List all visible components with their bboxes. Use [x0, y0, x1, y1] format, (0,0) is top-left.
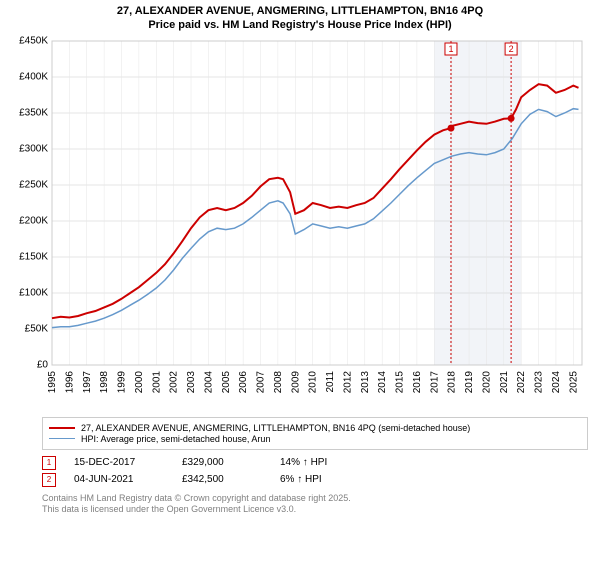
x-tick-label: 2007 — [256, 370, 267, 393]
y-tick-label: £450K — [19, 35, 48, 46]
sale-notes: 1 15-DEC-2017 £329,000 14% ↑ HPI 2 04-JUN-202… — [42, 456, 588, 487]
y-tick-label: £350K — [19, 107, 48, 118]
note-delta: 6% ↑ HPI — [280, 474, 322, 485]
x-tick-label: 1995 — [47, 370, 58, 393]
x-tick-label: 2003 — [186, 370, 197, 393]
chart-title: 27, ALEXANDER AVENUE, ANGMERING, LITTLEH… — [0, 4, 600, 33]
y-tick-label: £400K — [19, 71, 48, 82]
y-tick-label: £50K — [25, 323, 49, 334]
chart-area: £0 £50K £100K £150K £200K £250K £300K £350K £400… — [10, 35, 590, 411]
x-tick-label: 1999 — [117, 370, 128, 393]
x-tick-label: 2013 — [360, 370, 371, 393]
legend: 27, ALEXANDER AVENUE, ANGMERING, LITTLEH… — [42, 417, 588, 450]
x-tick-label: 2025 — [568, 370, 579, 393]
x-tick-label: 2002 — [169, 370, 180, 393]
note-date: 04-JUN-2021 — [74, 474, 164, 485]
footer-line1: Contains HM Land Registry data © Crown c… — [42, 493, 351, 503]
x-tick-label: 2018 — [447, 370, 458, 393]
title-line1: 27, ALEXANDER AVENUE, ANGMERING, LITTLEH… — [117, 5, 483, 17]
note-price: £329,000 — [182, 457, 262, 468]
x-tick-label: 2012 — [342, 370, 353, 393]
x-tick-label: 2015 — [395, 370, 406, 393]
shade-band — [434, 41, 521, 365]
x-tick-label: 1998 — [99, 370, 110, 393]
sale-point — [508, 114, 515, 121]
y-tick-label: £100K — [19, 287, 48, 298]
x-tick-label: 2024 — [551, 370, 562, 393]
chart-svg: £0 £50K £100K £150K £200K £250K £300K £350K £400… — [10, 35, 590, 411]
x-tick-label: 2022 — [516, 370, 527, 393]
x-tick-label: 2023 — [534, 370, 545, 393]
note-date: 15-DEC-2017 — [74, 457, 164, 468]
legend-label: 27, ALEXANDER AVENUE, ANGMERING, LITTLEH… — [81, 423, 470, 433]
legend-row: HPI: Average price, semi-detached house,… — [49, 434, 581, 444]
x-tick-label: 2021 — [499, 370, 510, 393]
x-tick-label: 2010 — [308, 370, 319, 393]
y-tick-label: £0 — [37, 359, 49, 370]
x-tick-label: 2014 — [377, 370, 388, 393]
marker-number: 2 — [509, 43, 514, 53]
note-delta: 14% ↑ HPI — [280, 457, 327, 468]
y-tick-label: £200K — [19, 215, 48, 226]
footer-line2: This data is licensed under the Open Gov… — [42, 504, 296, 514]
sale-point — [447, 124, 454, 131]
x-tick-label: 2000 — [134, 370, 145, 393]
x-tick-label: 2017 — [429, 370, 440, 393]
x-tick-label: 2009 — [290, 370, 301, 393]
legend-swatch — [49, 438, 75, 439]
note-marker: 2 — [42, 473, 56, 487]
x-tick-label: 2019 — [464, 370, 475, 393]
note-price: £342,500 — [182, 474, 262, 485]
x-tick-label: 2001 — [151, 370, 162, 393]
note-row: 2 04-JUN-2021 £342,500 6% ↑ HPI — [42, 473, 588, 487]
x-tick-label: 2004 — [203, 370, 214, 393]
marker-number: 1 — [448, 43, 453, 53]
note-marker: 1 — [42, 456, 56, 470]
x-tick-label: 2005 — [221, 370, 232, 393]
footer-attribution: Contains HM Land Registry data © Crown c… — [42, 493, 588, 516]
x-tick-label: 2011 — [325, 370, 336, 392]
note-row: 1 15-DEC-2017 £329,000 14% ↑ HPI — [42, 456, 588, 470]
y-tick-label: £300K — [19, 143, 48, 154]
x-tick-label: 2006 — [238, 370, 249, 393]
legend-swatch — [49, 427, 75, 429]
x-tick-label: 1996 — [64, 370, 75, 393]
title-line2: Price paid vs. HM Land Registry's House … — [148, 19, 451, 31]
x-tick-label: 1997 — [82, 370, 93, 393]
legend-label: HPI: Average price, semi-detached house,… — [81, 434, 270, 444]
x-tick-label: 2020 — [481, 370, 492, 393]
y-tick-label: £250K — [19, 179, 48, 190]
legend-row: 27, ALEXANDER AVENUE, ANGMERING, LITTLEH… — [49, 423, 581, 433]
x-tick-label: 2016 — [412, 370, 423, 393]
x-tick-label: 2008 — [273, 370, 284, 393]
y-tick-label: £150K — [19, 251, 48, 262]
